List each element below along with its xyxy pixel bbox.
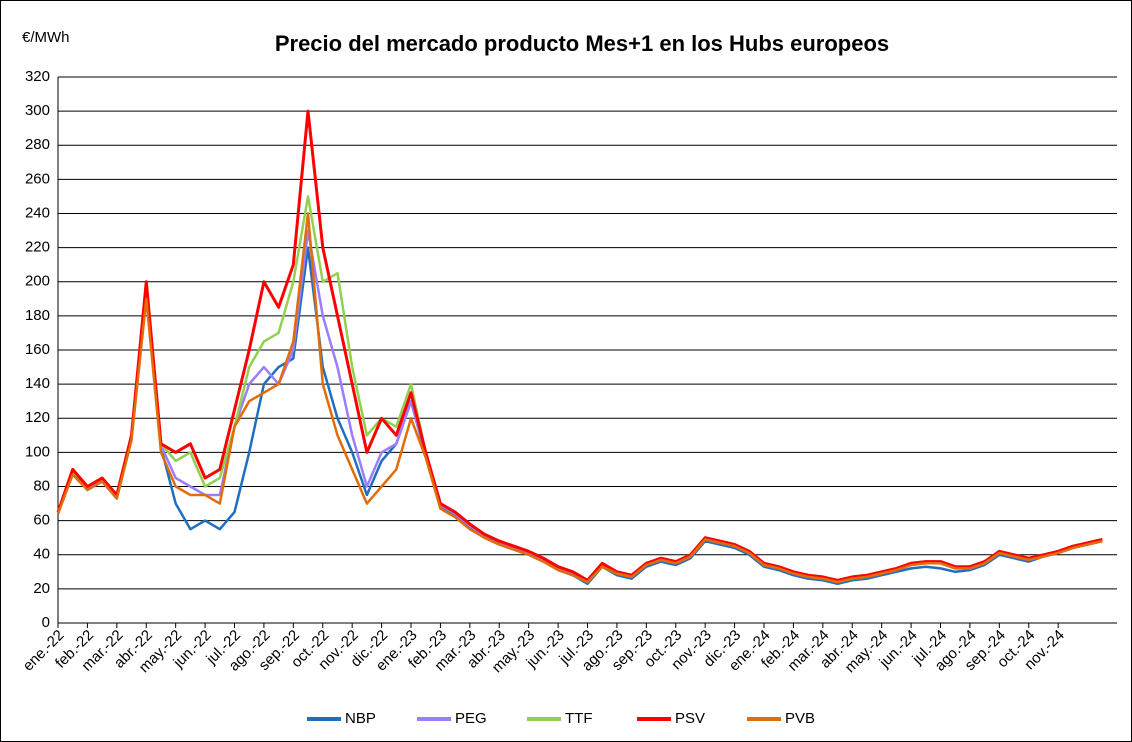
- y-tick-label: 100: [25, 443, 50, 460]
- series-line: [56, 212, 1103, 584]
- y-tick-label: 20: [33, 580, 50, 597]
- y-axis-label: €/MWh: [22, 29, 70, 46]
- y-tick-label: 80: [33, 477, 50, 494]
- y-tick-label: 120: [25, 409, 50, 426]
- y-tick-label: 300: [25, 102, 50, 119]
- y-tick-label: 40: [33, 546, 50, 563]
- y-tick-label: 0: [42, 614, 50, 631]
- y-tick-label: 280: [25, 136, 50, 153]
- legend-label: PSV: [675, 710, 705, 727]
- chart-title: Precio del mercado producto Mes+1 en los…: [275, 31, 889, 56]
- y-tick-label: 320: [25, 68, 50, 85]
- y-tick-label: 160: [25, 341, 50, 358]
- y-tick-label: 200: [25, 273, 50, 290]
- legend-label: NBP: [345, 710, 376, 727]
- series-line: [56, 109, 1103, 582]
- y-tick-label: 140: [25, 375, 50, 392]
- y-tick-label: 60: [33, 512, 50, 529]
- legend-label: TTF: [565, 710, 593, 727]
- legend-label: PEG: [455, 710, 487, 727]
- legend-label: PVB: [785, 710, 815, 727]
- y-tick-label: 220: [25, 239, 50, 256]
- y-tick-label: 260: [25, 170, 50, 187]
- y-tick-label: 180: [25, 307, 50, 324]
- y-tick-label: 240: [25, 204, 50, 221]
